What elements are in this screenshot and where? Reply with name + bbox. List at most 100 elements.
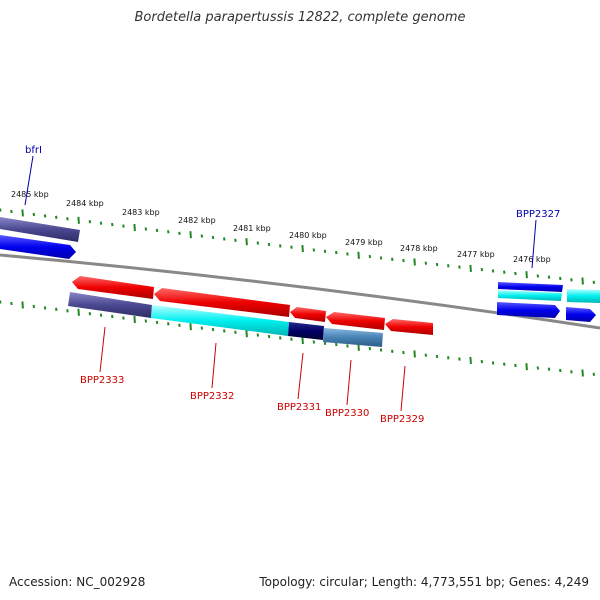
minor-tick — [223, 329, 226, 333]
major-tick — [413, 350, 416, 358]
minor-tick — [480, 359, 484, 364]
major-tick — [77, 308, 80, 316]
minor-tick — [279, 244, 282, 248]
gene-label-bfrI[interactable]: bfrI — [25, 145, 42, 156]
gene-label-BPP2331[interactable]: BPP2331 — [277, 402, 321, 413]
gene-label-BPP2330[interactable]: BPP2330 — [325, 408, 369, 419]
feature-BPP2331[interactable] — [288, 322, 324, 340]
pointer-BPP2331 — [297, 352, 304, 400]
feature-BPP2332[interactable] — [151, 305, 289, 336]
gene-BPP2329-arrow[interactable] — [385, 319, 433, 335]
accession-text: Accession: NC_002928 — [9, 575, 146, 589]
minor-tick — [267, 334, 271, 339]
minor-tick — [66, 309, 69, 313]
tick-label: 2482 kbp — [178, 216, 216, 225]
major-tick — [21, 301, 24, 309]
minor-tick — [335, 250, 338, 255]
gene-forward-blue-2[interactable] — [497, 302, 560, 318]
gene-BPP2333-arrow[interactable] — [72, 276, 154, 299]
minor-tick — [256, 333, 260, 337]
minor-tick — [111, 314, 114, 319]
minor-tick — [424, 353, 428, 357]
minor-tick — [323, 341, 327, 345]
minor-tick — [379, 256, 383, 260]
minor-tick — [234, 238, 237, 242]
gene-BPP2330-arrow[interactable] — [326, 312, 385, 330]
scale-labels: 2485 kbp 2484 kbp 2483 kbp 2482 kbp 2481… — [11, 190, 551, 264]
minor-tick — [267, 242, 271, 247]
minor-tick — [32, 212, 36, 217]
tick-label: 2481 kbp — [233, 224, 271, 233]
major-tick — [469, 264, 472, 272]
minor-tick — [547, 275, 551, 279]
gene-BPP2327-cyan[interactable] — [498, 290, 562, 301]
tick-label: 2479 kbp — [345, 238, 383, 247]
major-tick — [245, 330, 248, 338]
minor-tick — [514, 363, 517, 368]
major-tick — [469, 356, 472, 364]
tick-label: 2477 kbp — [457, 250, 495, 259]
minor-tick — [514, 271, 517, 276]
major-tick — [525, 363, 528, 371]
minor-tick — [55, 215, 58, 219]
major-tick — [189, 231, 192, 239]
minor-tick — [55, 307, 58, 311]
tick-label: 2485 kbp — [11, 190, 49, 199]
major-tick — [133, 223, 136, 232]
gene-BPP2327-track[interactable] — [498, 282, 563, 292]
minor-tick — [536, 366, 540, 370]
gene-bfrI-track[interactable] — [0, 217, 80, 242]
minor-tick — [211, 327, 215, 332]
gene-BPP2331-arrow[interactable] — [290, 307, 326, 322]
forward-genes[interactable] — [0, 217, 600, 322]
minor-tick — [290, 337, 293, 341]
minor-tick — [592, 280, 596, 284]
gene-forward-blue[interactable] — [0, 235, 76, 259]
gene-forward-cyan-right[interactable] — [567, 289, 600, 303]
minor-tick — [435, 354, 439, 359]
feature-tracks[interactable] — [68, 292, 383, 347]
minor-tick — [447, 356, 450, 360]
map-title: Bordetella parapertussis 12822, complete… — [134, 10, 466, 25]
minor-tick — [547, 367, 551, 371]
major-tick — [245, 238, 248, 246]
gene-BPP2332-arrow[interactable] — [154, 288, 290, 317]
tick-label: 2480 kbp — [289, 231, 327, 240]
gene-label-BPP2332[interactable]: BPP2332 — [190, 391, 234, 402]
minor-tick — [0, 208, 2, 212]
gene-label-BPP2333[interactable]: BPP2333 — [80, 375, 124, 386]
minor-tick — [279, 336, 282, 340]
minor-tick — [155, 320, 159, 325]
minor-tick — [503, 270, 506, 274]
tick-label: 2483 kbp — [122, 208, 160, 217]
minor-tick — [223, 237, 226, 241]
minor-tick — [570, 278, 573, 282]
minor-tick — [200, 326, 204, 330]
minor-tick — [211, 235, 215, 240]
pointer-BPP2327 — [531, 219, 537, 269]
gene-label-BPP2327[interactable]: BPP2327 — [516, 209, 560, 220]
minor-tick — [88, 312, 92, 316]
pointer-BPP2332 — [211, 342, 217, 389]
major-tick — [581, 369, 584, 377]
minor-tick — [178, 231, 181, 235]
major-tick — [133, 315, 136, 324]
minor-tick — [0, 300, 2, 304]
major-tick — [189, 323, 192, 331]
gene-label-BPP2329[interactable]: BPP2329 — [380, 414, 424, 425]
reverse-genes[interactable] — [72, 276, 433, 335]
feature-BPP2330[interactable] — [323, 328, 383, 347]
feature-BPP2333[interactable] — [68, 292, 152, 318]
minor-tick — [66, 217, 69, 221]
minor-tick — [379, 348, 383, 352]
gene-forward-blue-right[interactable] — [566, 307, 596, 322]
minor-tick — [480, 267, 484, 272]
minor-tick — [458, 265, 461, 269]
minor-tick — [435, 262, 439, 267]
minor-tick — [391, 257, 394, 261]
minor-tick — [536, 274, 540, 278]
major-tick — [301, 245, 304, 253]
minor-tick — [570, 370, 573, 374]
minor-tick — [346, 344, 349, 348]
